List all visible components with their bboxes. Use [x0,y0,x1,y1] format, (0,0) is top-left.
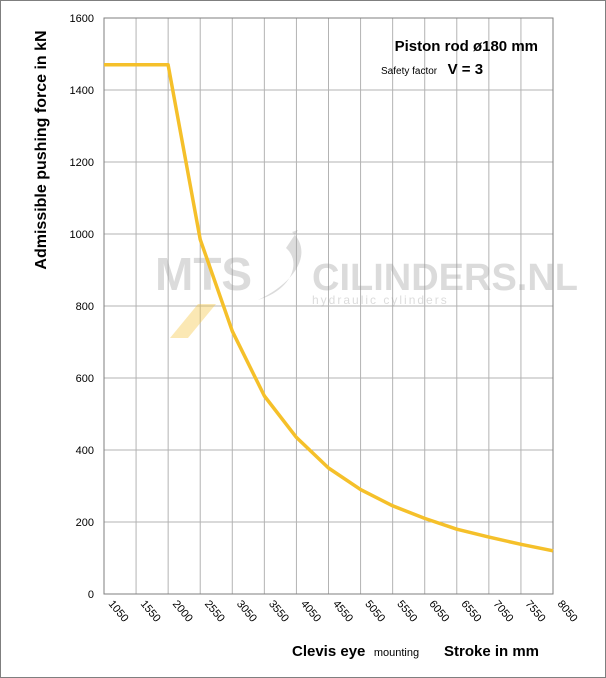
x-tick-label: 7050 [491,598,516,624]
y-tick-label: 200 [76,517,94,529]
y-tick-label: 800 [76,301,94,313]
x-tick-label: 2550 [202,598,227,624]
chart-title: Piston rod ø180 mm [395,38,538,55]
watermark-tagline: hydraulic cylinders [312,293,449,307]
watermark-chevron-icon [170,304,216,338]
watermark-brand-left: MTS [155,248,252,300]
y-tick-label: 600 [76,373,94,385]
x-tick-label: 8050 [555,598,580,624]
y-axis-ticks: 0 200 400 600 800 1000 1200 1400 1600 [70,13,94,601]
y-tick-label: 1400 [70,85,94,97]
safety-factor-prefix: Safety factor [381,66,438,77]
x-tick-label: 5050 [362,598,387,624]
safety-factor-label: Safety factor V = 3 [381,61,483,78]
series-line [104,63,554,553]
y-axis-label: Admissible pushing force in kN [33,30,50,269]
x-tick-label: 4050 [298,598,323,624]
x-tick-label: 1050 [106,598,131,624]
x-tick-label: 3050 [234,598,259,624]
x-axis-label-right: Stroke in mm [444,643,539,660]
y-tick-label: 1200 [70,157,94,169]
x-tick-label: 4550 [330,598,355,624]
x-tick-label: 5550 [394,598,419,624]
x-axis-label-small: mounting [374,647,419,659]
x-axis-label-main: Clevis eye [292,643,365,660]
x-tick-label: 1550 [138,598,163,624]
x-tick-label: 7550 [523,598,548,624]
x-axis-ticks: 1050 1550 2000 2550 3050 3550 4050 4550 5050 5550… [106,598,580,624]
x-tick-label: 2000 [170,598,195,624]
y-tick-label: 1600 [70,13,94,25]
y-tick-label: 1000 [70,229,94,241]
plot-area-border [103,17,554,595]
x-tick-label: 6550 [458,598,483,624]
y-tick-label: 0 [88,589,94,601]
safety-factor-value: V = 3 [448,61,483,78]
watermark-swoosh-icon [258,230,302,300]
grid [104,18,553,594]
x-tick-label: 3550 [266,598,291,624]
x-axis-label: Clevis eye mounting [292,643,419,660]
watermark-brand-right: CILINDERS.NL [312,257,578,299]
x-tick-label: 6050 [426,598,451,624]
y-tick-label: 400 [76,445,94,457]
watermark-logo: MTS CILINDERS.NL hydraulic cylinders [155,230,578,338]
